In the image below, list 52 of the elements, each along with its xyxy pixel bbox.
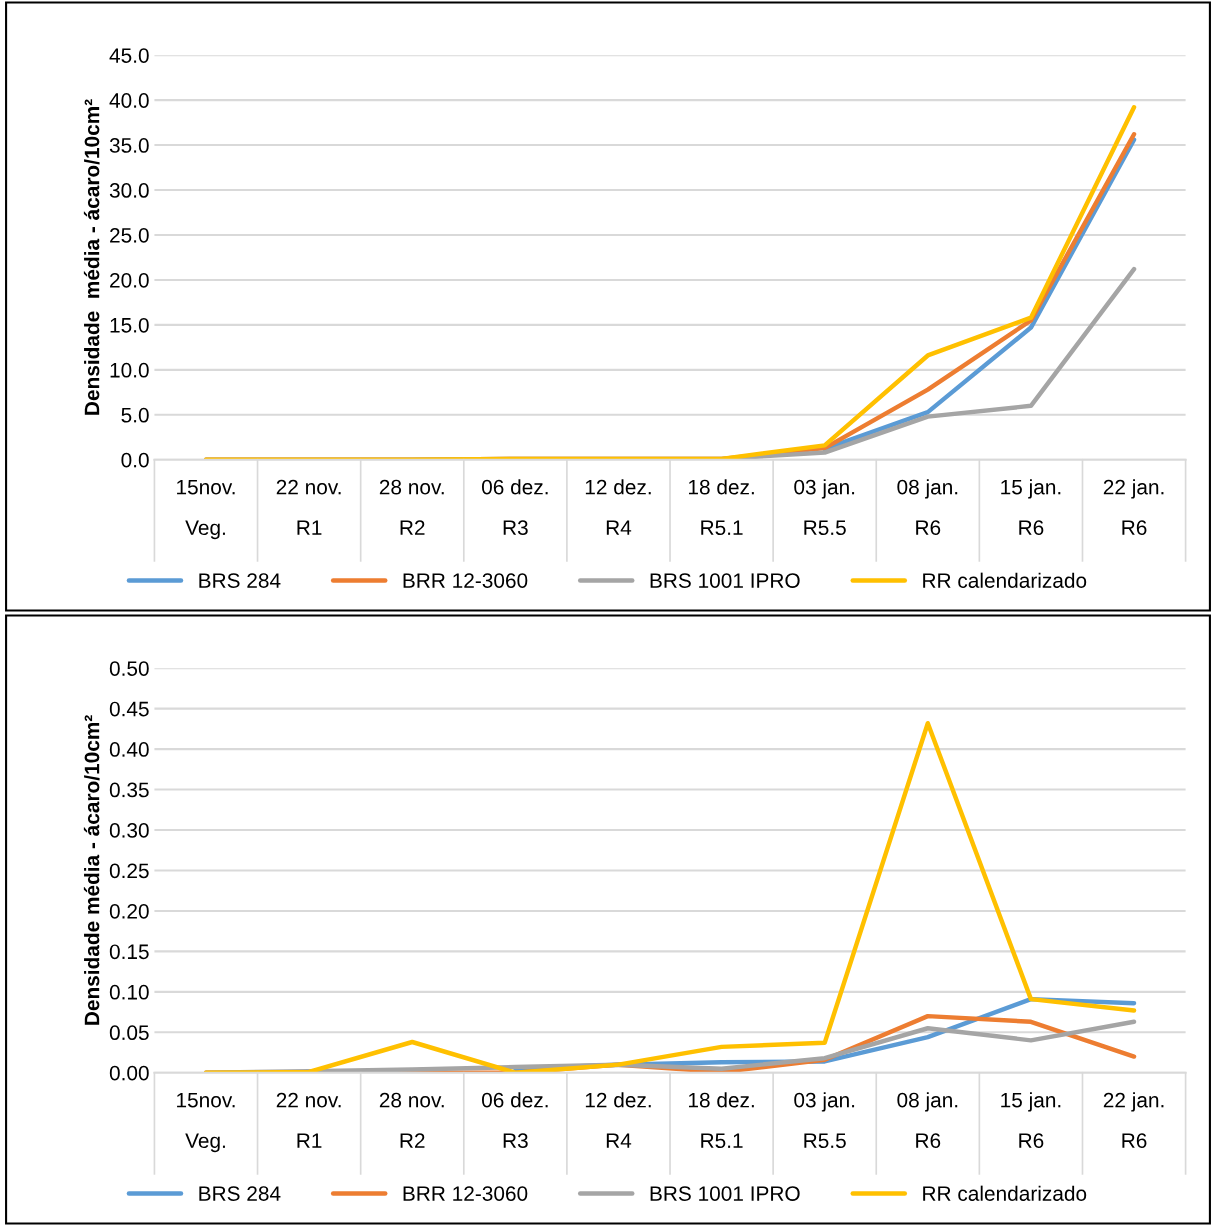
category-label: 22 nov. R1 [276, 479, 341, 535]
legend-label: BRS 284 [199, 1186, 281, 1201]
y-tick-label: 0.0 [121, 452, 149, 468]
category-label: 28 nov. R2 [379, 1092, 444, 1148]
y-tick-label: 45.0 [109, 48, 149, 63]
legend-label: BRR 12-3060 [403, 1186, 528, 1201]
x-tick-label: 08 jan. R6 [897, 479, 958, 536]
y-tick-label: 0.30 [109, 823, 149, 838]
category-label: 18 dez. R5.1 [689, 479, 754, 536]
y-tick-label: 0.00 [109, 1065, 149, 1081]
category-label: 28 nov. R2 [379, 479, 444, 535]
y-tick-label: 0.45 [109, 701, 149, 717]
y-tick-label: 0.25 [109, 863, 149, 879]
y-tick-label: 0.15 [109, 944, 149, 960]
category-label: 12 dez. R4 [585, 479, 651, 535]
y-tick-label: 10.0 [110, 362, 149, 378]
x-tick-label: 03 jan. R5.5 [794, 1092, 855, 1149]
x-tick-label: 22 jan. R6 [1103, 1092, 1164, 1149]
category-label: 22 nov. R1 [276, 1092, 341, 1148]
x-tick-label: 22 jan. R6 [1103, 479, 1164, 536]
legend-label: BRS 284 [199, 573, 281, 588]
y-tick-label: 20.0 [110, 272, 149, 288]
legend-label: RR calendarizado [923, 572, 1087, 588]
legend-label: BRR 12-3060 [403, 573, 528, 588]
legend-label: RR calendarizado [923, 1185, 1087, 1201]
y-tick-label: 40.0 [109, 93, 149, 108]
y-tick-label: 15.0 [110, 317, 149, 333]
category-label: 12 dez. R4 [585, 1092, 651, 1148]
x-tick-label: 08 jan. R6 [897, 1092, 958, 1149]
y-tick-label: 0.35 [109, 782, 149, 798]
y-tick-label: 0.20 [109, 903, 149, 919]
x-tick-label: 15 jan. R6 [1001, 1092, 1061, 1149]
line-series [203, 720, 1137, 1073]
y-tick-label: 30.0 [109, 183, 149, 198]
y-tick-label: 0.40 [109, 742, 149, 757]
category-label: 15nov. Veg. [177, 1092, 235, 1153]
y-tick-label: 0.10 [109, 984, 149, 1000]
legend-label: BRS 1001 IPRO [650, 1186, 800, 1201]
y-tick-label: 5.0 [121, 407, 149, 423]
y-tick-label: 0.05 [109, 1025, 149, 1041]
y-axis-title: Densidade média - ácaro/10cm² [83, 99, 100, 415]
y-tick-label: 35.0 [109, 138, 149, 153]
category-label: 06 dez. R3 [481, 479, 548, 536]
x-tick-label: 15 jan. R6 [1001, 479, 1061, 536]
y-tick-label: 0.50 [109, 661, 149, 676]
category-label: 15nov. Veg. [177, 479, 235, 540]
y-tick-label: 25.0 [110, 227, 149, 243]
category-label: 18 dez. R5.1 [689, 1092, 754, 1149]
y-axis-title: Densidade média - ácaro/10cm² [83, 715, 100, 1025]
legend-label: BRS 1001 IPRO [650, 573, 800, 588]
x-tick-label: 03 jan. R5.5 [794, 479, 855, 536]
category-label: 06 dez. R3 [481, 1092, 548, 1149]
